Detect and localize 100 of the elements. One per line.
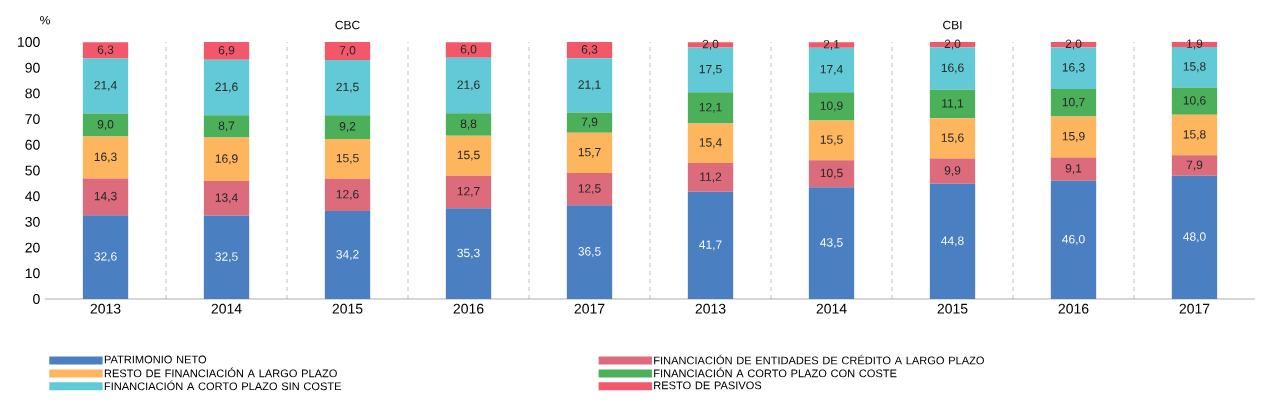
bar (82, 136, 129, 179)
data-label: 12,5 (578, 184, 601, 195)
bar (566, 205, 613, 299)
data-label: 2,0 (702, 39, 719, 50)
bar (1171, 155, 1218, 176)
y-tick-label: 90 (25, 62, 40, 73)
bar (929, 118, 976, 159)
data-label: 43,5 (820, 238, 843, 249)
bar (1050, 180, 1097, 299)
bar (82, 58, 129, 114)
legend-label: FINANCIACIÓN DE ENTIDADES DE CRÉDITO A LARGO PLAZO (654, 354, 984, 365)
bar (808, 42, 855, 48)
bar (566, 58, 613, 113)
bar (324, 211, 371, 299)
data-label: 14,3 (94, 191, 117, 202)
bar (687, 163, 734, 192)
x-tick-label: 2017 (574, 303, 605, 314)
bar (687, 92, 734, 124)
data-label: 21,6 (457, 80, 480, 91)
y-tick-label: 100 (18, 37, 40, 47)
legend-label: PATRIMONIO NETO (104, 355, 207, 364)
data-label: 15,8 (1183, 62, 1206, 73)
x-tick-label: 2015 (332, 303, 363, 314)
bar (445, 113, 492, 136)
data-label: 16,3 (1062, 63, 1085, 74)
data-label: 8,8 (460, 119, 477, 130)
bar (203, 59, 250, 116)
bar (445, 42, 492, 58)
data-label: 8,7 (218, 121, 235, 132)
bar (1050, 157, 1097, 181)
y-tick-label: 60 (25, 139, 40, 150)
data-label: 21,6 (215, 82, 238, 93)
bar (324, 41, 371, 60)
data-label: 15,4 (699, 138, 722, 149)
data-label: 48,0 (1183, 232, 1206, 243)
data-label: 15,5 (336, 153, 359, 164)
bar (82, 113, 129, 137)
bar (566, 112, 613, 133)
bar (929, 89, 976, 119)
data-label: 11,1 (942, 99, 964, 109)
bar (1171, 87, 1218, 115)
bar (203, 215, 250, 299)
y-tick-label: 80 (25, 88, 40, 99)
bar (324, 115, 371, 139)
bar (445, 135, 492, 176)
data-label: 9,1 (1065, 164, 1082, 175)
bar (203, 181, 250, 216)
data-label: 16,6 (941, 63, 964, 74)
data-label: 21,4 (94, 80, 117, 91)
data-label: 9,9 (944, 166, 961, 177)
bar (203, 137, 250, 182)
data-label: 34,2 (336, 250, 359, 260)
x-tick-label: 2014 (211, 303, 242, 314)
data-label: 10,6 (1183, 96, 1206, 107)
y-tick-label: 40 (25, 191, 40, 202)
data-label: 10,7 (1062, 97, 1085, 108)
bar (566, 173, 613, 206)
data-label: 21,5 (336, 82, 359, 93)
bar (324, 138, 371, 179)
data-label: 44,8 (941, 236, 964, 247)
data-label: 15,9 (1062, 131, 1085, 142)
legend-label: RESTO DE FINANCIACIÓN A LARGO PLAZO (104, 367, 337, 378)
bar (82, 178, 129, 216)
bar (203, 41, 250, 60)
data-label: 17,5 (699, 64, 722, 75)
data-label: 15,5 (457, 150, 480, 161)
bar (445, 208, 492, 299)
y-tick-label: 10 (25, 268, 40, 279)
y-tick-label: 20 (25, 242, 40, 253)
data-label: 36,5 (578, 247, 601, 258)
data-label: 41,7 (699, 240, 722, 251)
y-axis-title: % (40, 16, 50, 25)
bar (808, 92, 855, 121)
bar (808, 187, 855, 299)
data-label: 6,9 (218, 45, 235, 56)
y-tick-label: 0 (33, 294, 40, 304)
data-label: 21,1 (578, 80, 601, 91)
data-label: 11,2 (700, 172, 722, 183)
bar (82, 215, 129, 299)
data-label: 12,7 (457, 186, 480, 197)
data-label: 13,4 (215, 193, 238, 204)
data-label: 12,6 (336, 189, 359, 200)
data-label: 16,9 (215, 154, 238, 165)
bar (566, 132, 613, 174)
data-label: 17,4 (820, 65, 843, 75)
bar (82, 42, 129, 59)
data-label: 32,6 (94, 252, 117, 263)
data-label: 7,0 (339, 46, 356, 56)
data-label: 6,3 (581, 45, 598, 56)
data-label: 32,5 (215, 252, 238, 263)
data-label: 10,5 (820, 168, 843, 179)
x-tick-label: 2016 (1058, 303, 1089, 314)
bar (808, 120, 855, 161)
x-tick-label: 2013 (90, 303, 121, 314)
bar (1050, 89, 1097, 117)
data-label: 16,3 (94, 152, 117, 163)
legend-label: FINANCIACIÓN A CORTO PLAZO SIN COSTE (104, 380, 342, 391)
bar (929, 158, 976, 184)
bar (445, 57, 492, 114)
data-label: 9,0 (97, 120, 114, 130)
